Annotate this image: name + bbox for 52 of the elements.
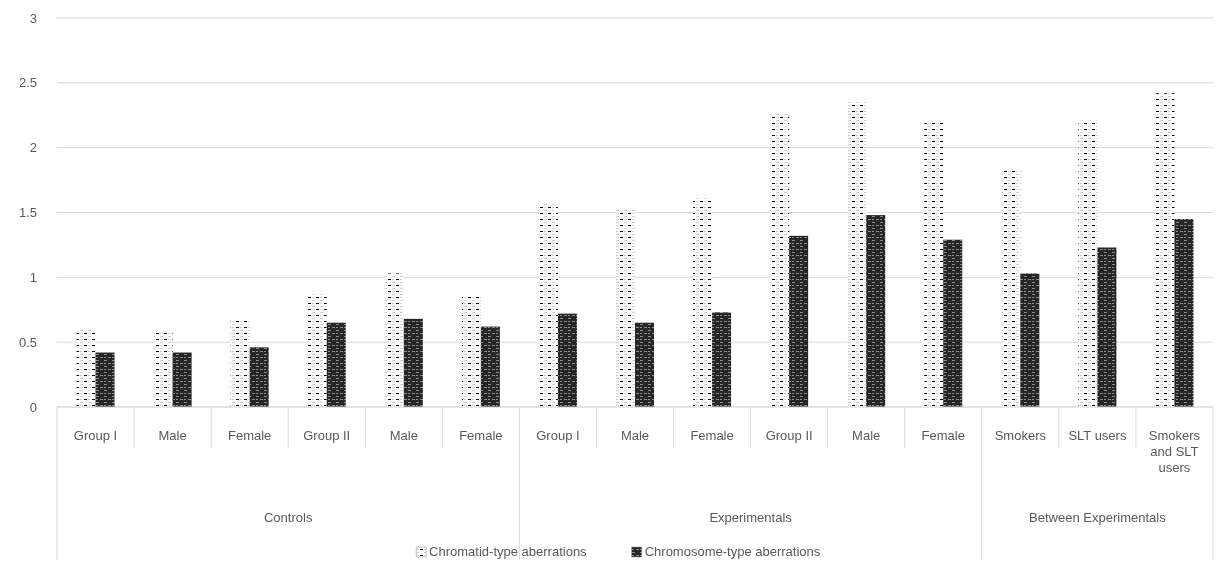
x-tick-label: Male <box>852 428 881 443</box>
bar <box>307 294 327 407</box>
bar <box>384 273 404 407</box>
bar <box>153 331 173 407</box>
bar <box>1001 171 1021 407</box>
y-tick-label: 3 <box>29 10 37 26</box>
text: Experimentals <box>709 510 793 525</box>
bar <box>866 215 886 407</box>
text: Controls <box>263 510 313 525</box>
bar <box>693 198 713 407</box>
x-tick-label: Female <box>690 428 734 443</box>
bar <box>1097 247 1117 407</box>
x-tick-label: Group I <box>536 428 580 443</box>
y-tick-label: 0.5 <box>18 334 37 350</box>
bar <box>924 123 944 407</box>
x-tick-label: Group II <box>765 428 813 443</box>
x-tick-label: Female <box>227 428 272 443</box>
x-tick-label: Male <box>620 428 650 443</box>
x-tick-label: Male <box>158 428 187 443</box>
x-tick-label: Female <box>459 428 503 443</box>
bar <box>230 320 250 407</box>
y-tick-label: 2.5 <box>18 75 37 91</box>
bar <box>635 322 654 407</box>
text: Between Experimentals <box>1029 510 1167 525</box>
bar <box>1078 120 1098 407</box>
legend-label: Chromatid-type aberrations <box>429 544 588 559</box>
bar <box>712 312 732 407</box>
x-tick-label: Female <box>921 428 965 443</box>
bar <box>461 296 481 407</box>
y-tick-label: 2 <box>29 140 37 156</box>
bar <box>1155 93 1175 407</box>
x-tick-label: SLT users <box>1068 428 1127 443</box>
y-tick-label: 1.5 <box>18 205 37 221</box>
legend-label: Chromosome-type aberrations <box>644 544 821 559</box>
bar <box>1020 273 1040 407</box>
x-tick-label: Group II <box>303 428 351 443</box>
bar <box>557 313 577 407</box>
x-tick-label: Smokers and SLT users <box>1148 428 1201 475</box>
y-tick-label: 1 <box>29 269 37 285</box>
bar <box>95 352 115 407</box>
bar <box>326 322 346 407</box>
bar <box>249 347 269 407</box>
x-tick-label: Smokers <box>994 428 1047 443</box>
bar <box>172 352 192 407</box>
y-tick-label: 0 <box>29 399 37 415</box>
bar <box>789 235 809 407</box>
bar <box>943 239 963 407</box>
bar <box>480 326 500 407</box>
x-tick-label: Male <box>389 428 418 443</box>
x-tick-label: Group I <box>73 428 118 443</box>
bar <box>403 318 423 407</box>
bar <box>1174 218 1194 407</box>
